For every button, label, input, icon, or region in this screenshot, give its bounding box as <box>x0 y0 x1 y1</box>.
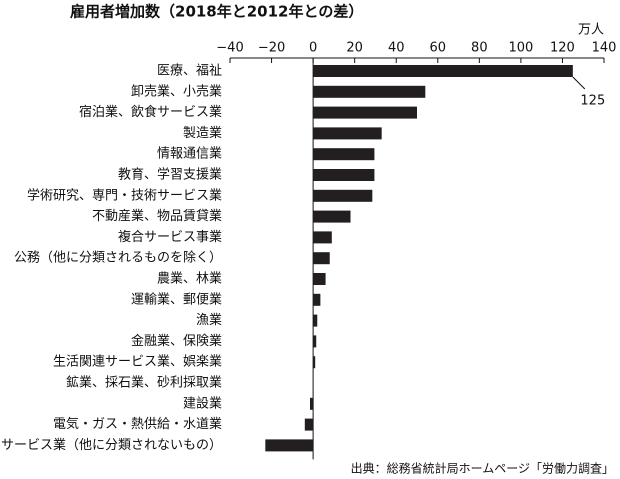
category-label: 教育、学習支援業 <box>118 167 222 183</box>
category-label: 生活関連サービス業、娯楽業 <box>53 354 222 370</box>
x-tick-label: 40 <box>388 41 405 56</box>
bar <box>313 65 573 77</box>
category-label: 農業、林業 <box>157 271 222 287</box>
bar <box>313 314 318 327</box>
value-annotation: 125 <box>580 94 605 109</box>
bar <box>313 106 417 119</box>
category-label: 運輸業、郵便業 <box>131 291 222 307</box>
category-label: 情報通信業 <box>157 146 222 162</box>
category-label: 電気・ガス・熱供給・水道業 <box>53 416 222 432</box>
x-tick-label: 80 <box>471 41 488 56</box>
category-label: サービス業（他に分類されないもの） <box>1 437 222 453</box>
x-tick-label: −40 <box>216 41 243 56</box>
bar <box>313 85 426 98</box>
x-tick-label: 0 <box>309 41 317 56</box>
unit-label: 万人 <box>578 23 604 38</box>
x-tick-label: 20 <box>346 41 363 56</box>
bar <box>313 127 382 140</box>
chart-title: 雇用者増加数（2018年と2012年との差） <box>70 3 363 21</box>
category-label: 製造業 <box>183 125 222 141</box>
leader-line <box>572 76 586 90</box>
bar <box>313 293 321 306</box>
category-label: 不動産業、物品賃貸業 <box>92 208 222 224</box>
category-label: 複合サービス事業 <box>118 229 222 245</box>
x-tick-label: 120 <box>550 41 575 56</box>
category-label: 卸売業、小売業 <box>131 83 222 99</box>
bar <box>313 335 317 348</box>
bar <box>313 169 375 181</box>
category-label: 宿泊業、飲食サービス業 <box>79 104 222 120</box>
category-label: 金融業、保険業 <box>131 333 222 349</box>
bar <box>313 273 326 285</box>
bar <box>313 231 332 244</box>
category-label: 漁業 <box>196 312 222 328</box>
category-label: 学術研究、専門・技術サービス業 <box>27 187 222 203</box>
bar <box>313 210 351 223</box>
bar <box>309 397 314 410</box>
bar <box>313 356 316 369</box>
x-tick-label: 100 <box>508 41 533 56</box>
bar <box>304 418 314 431</box>
bar <box>265 439 314 452</box>
bar <box>313 252 330 265</box>
x-tick-label: 140 <box>592 41 617 56</box>
x-tick-label: 60 <box>430 41 447 56</box>
bar <box>313 148 375 161</box>
category-label: 公務（他に分類されるものを除く） <box>14 251 222 266</box>
category-label: 建設業 <box>183 395 222 411</box>
x-tick-label: −20 <box>258 41 285 56</box>
source: 出典：総務省統計局ホームページ「労働力調査」 <box>351 461 614 476</box>
bar <box>313 189 373 202</box>
category-label: 医療、福祉 <box>157 64 222 79</box>
category-label: 鉱業、採石業、砂利採取業 <box>66 375 222 391</box>
